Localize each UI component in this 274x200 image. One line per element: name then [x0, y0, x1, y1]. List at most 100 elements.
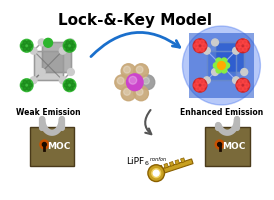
Text: 6: 6	[144, 161, 149, 166]
Circle shape	[142, 77, 149, 84]
Text: Enhanced Emission: Enhanced Emission	[180, 108, 263, 117]
Circle shape	[72, 83, 75, 87]
Circle shape	[239, 47, 243, 52]
Circle shape	[127, 74, 143, 91]
Text: MOC: MOC	[222, 142, 246, 151]
Circle shape	[241, 39, 248, 46]
Circle shape	[237, 44, 241, 48]
Polygon shape	[181, 158, 185, 163]
FancyBboxPatch shape	[189, 33, 253, 98]
Circle shape	[215, 140, 224, 149]
Polygon shape	[33, 51, 63, 80]
Circle shape	[193, 39, 207, 53]
Circle shape	[20, 39, 33, 52]
Circle shape	[194, 44, 198, 48]
Circle shape	[212, 69, 218, 75]
Text: MOC: MOC	[47, 142, 70, 151]
Circle shape	[42, 143, 46, 146]
Circle shape	[245, 44, 249, 48]
Circle shape	[224, 63, 230, 68]
Circle shape	[202, 44, 206, 48]
Circle shape	[196, 47, 200, 52]
Circle shape	[136, 66, 143, 73]
Circle shape	[196, 40, 200, 44]
Circle shape	[221, 58, 227, 64]
Circle shape	[243, 87, 247, 91]
Circle shape	[196, 79, 200, 84]
Polygon shape	[42, 42, 71, 72]
Circle shape	[129, 76, 137, 84]
Circle shape	[121, 86, 136, 101]
Circle shape	[218, 62, 225, 69]
Circle shape	[40, 140, 49, 149]
Circle shape	[66, 80, 69, 84]
FancyArrowPatch shape	[145, 110, 151, 134]
Circle shape	[140, 75, 155, 90]
Circle shape	[134, 86, 149, 101]
Circle shape	[200, 40, 204, 44]
Circle shape	[200, 79, 204, 84]
Circle shape	[239, 40, 243, 44]
Circle shape	[233, 77, 239, 84]
Text: Weak Emission: Weak Emission	[16, 108, 81, 117]
Circle shape	[216, 58, 221, 64]
Circle shape	[203, 77, 210, 84]
Circle shape	[182, 26, 260, 105]
Polygon shape	[158, 165, 163, 170]
Circle shape	[237, 83, 241, 87]
Circle shape	[236, 78, 250, 92]
Polygon shape	[164, 163, 168, 168]
Circle shape	[21, 83, 25, 87]
Circle shape	[38, 69, 45, 75]
Circle shape	[23, 87, 27, 90]
Circle shape	[239, 79, 243, 84]
Circle shape	[243, 79, 247, 84]
Circle shape	[59, 47, 66, 54]
Circle shape	[29, 83, 32, 87]
Circle shape	[121, 64, 136, 79]
Circle shape	[212, 39, 218, 46]
Circle shape	[117, 77, 124, 84]
Circle shape	[70, 80, 73, 84]
Circle shape	[193, 78, 207, 92]
Circle shape	[64, 44, 68, 48]
Circle shape	[124, 88, 130, 95]
Circle shape	[27, 41, 30, 44]
Circle shape	[200, 87, 204, 91]
Circle shape	[66, 47, 69, 51]
Circle shape	[236, 39, 250, 53]
FancyArrowPatch shape	[91, 32, 180, 57]
Polygon shape	[215, 42, 244, 72]
Circle shape	[115, 75, 129, 90]
Circle shape	[44, 38, 53, 47]
Circle shape	[196, 87, 200, 91]
Circle shape	[63, 79, 76, 92]
Circle shape	[200, 47, 204, 52]
Circle shape	[29, 44, 32, 48]
Circle shape	[245, 83, 249, 87]
Circle shape	[66, 87, 69, 90]
Circle shape	[70, 41, 73, 44]
Circle shape	[221, 67, 227, 73]
Circle shape	[23, 80, 27, 84]
Circle shape	[243, 47, 247, 52]
Circle shape	[21, 44, 25, 48]
Circle shape	[27, 47, 30, 51]
Circle shape	[38, 39, 45, 46]
Circle shape	[66, 41, 69, 44]
Circle shape	[70, 47, 73, 51]
Circle shape	[20, 79, 33, 92]
Circle shape	[152, 169, 161, 178]
Text: LiPF: LiPF	[126, 157, 144, 166]
Circle shape	[30, 47, 37, 54]
Circle shape	[67, 39, 74, 46]
Polygon shape	[207, 51, 236, 80]
Circle shape	[213, 63, 219, 68]
Polygon shape	[175, 160, 179, 164]
FancyBboxPatch shape	[205, 127, 250, 166]
Circle shape	[30, 77, 37, 84]
Circle shape	[72, 44, 75, 48]
Text: Lock-&-Key Model: Lock-&-Key Model	[58, 13, 212, 28]
Circle shape	[203, 47, 210, 54]
Circle shape	[134, 64, 149, 79]
